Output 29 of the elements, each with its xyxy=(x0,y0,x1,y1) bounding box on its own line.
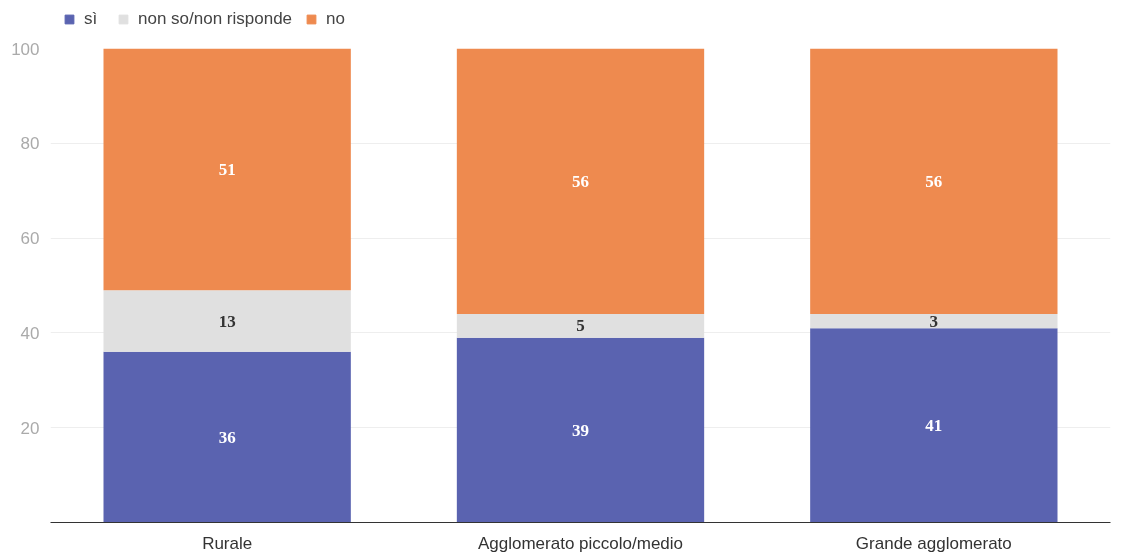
legend-label: sì xyxy=(84,9,99,29)
data-label: 56 xyxy=(925,171,943,191)
y-tick-label: 60 xyxy=(20,229,40,249)
x-tick-label: Grande agglomerato xyxy=(855,533,1012,553)
data-label: 39 xyxy=(572,420,589,440)
bar xyxy=(456,337,705,523)
legend-label: non so/non risponde xyxy=(138,9,293,29)
x-tick-label: Agglomerato piccolo/medio xyxy=(477,533,684,553)
bar xyxy=(810,328,1058,523)
bar xyxy=(103,290,351,352)
data-label: 5 xyxy=(576,316,585,336)
bar xyxy=(810,48,1058,314)
bar xyxy=(103,351,351,523)
y-tick-label: 100 xyxy=(11,39,40,59)
y-tick-label: 20 xyxy=(20,418,40,438)
bar xyxy=(456,313,705,338)
bar xyxy=(810,313,1058,329)
data-label: 13 xyxy=(218,311,236,331)
data-label: 3 xyxy=(929,311,939,331)
y-tick-label: 40 xyxy=(20,323,40,343)
data-label: 56 xyxy=(572,171,589,191)
data-label: 41 xyxy=(925,415,943,435)
bar xyxy=(103,48,351,291)
legend-label: no xyxy=(326,9,346,29)
x-tick-label: Rurale xyxy=(202,533,253,553)
data-label: 51 xyxy=(218,159,236,179)
bar xyxy=(456,48,705,314)
y-tick-label: 80 xyxy=(20,134,40,154)
data-label: 36 xyxy=(218,427,236,447)
